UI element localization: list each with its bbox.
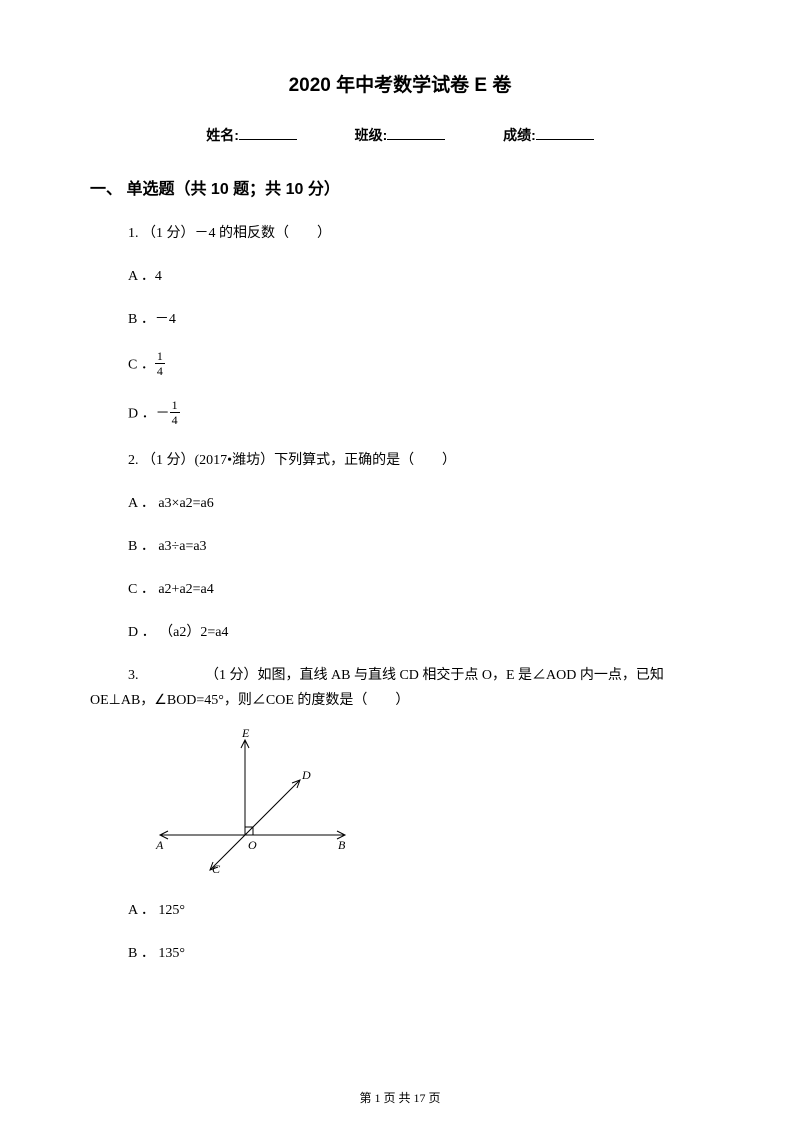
q1-option-a: A ．4 [128,266,710,287]
name-blank[interactable] [239,126,297,140]
q1-d-prefix: － [156,407,170,422]
class-blank[interactable] [387,126,445,140]
q2-option-c: C ． a2+a2=a4 [128,579,710,600]
q2-prompt: 2. （1 分）(2017•潍坊）下列算式，正确的是（ ） [128,450,710,471]
label-D: D [301,768,311,782]
q1-a-text: 4 [155,269,162,284]
q1-d-label: D ． [128,407,156,422]
section-header: 一、 单选题（共 10 题；共 10 分） [90,175,710,199]
section-title: 单选题（共 10 题；共 10 分） [126,181,339,198]
info-line: 姓名: 班级: 成绩: [90,125,710,145]
score-blank[interactable] [536,126,594,140]
q1-d-fraction: 14 [170,399,180,426]
q3-line2: OE⊥AB，∠BOD=45°，则∠COE 的度数是（ ） [90,690,710,711]
q1-option-c: C ．14 [128,352,710,379]
q1-b-label: B ． [128,312,155,327]
q1-d-num: 1 [170,399,180,413]
q1-c-den: 4 [155,364,165,377]
label-A: A [155,838,164,852]
geometry-diagram: E D A B O C [150,725,360,875]
q1-prompt: 1. （1 分）－4 的相反数（ ） [128,223,710,244]
section-number: 一、 [90,181,122,198]
q2-option-b: B ． a3÷a=a3 [128,536,710,557]
q3-line1: 3. （1 分）如图，直线 AB 与直线 CD 相交于点 O，E 是∠AOD 内… [128,665,710,686]
name-label: 姓名: [206,127,239,143]
q1-d-den: 4 [170,413,180,426]
label-C: C [212,862,221,875]
exam-title: 2020 年中考数学试卷 E 卷 [90,70,710,97]
q1-option-d: D ．－14 [128,401,710,428]
q3-figure: E D A B O C [150,725,710,880]
label-B: B [338,838,346,852]
class-label: 班级: [355,127,388,143]
score-label: 成绩: [503,127,536,143]
q1-c-fraction: 14 [155,350,165,377]
page-footer: 第 1 页 共 17 页 [0,1089,800,1106]
q3-option-a: A ． 125° [128,900,710,921]
q1-b-text: －4 [155,312,176,327]
q2-option-a: A ． a3×a2=a6 [128,493,710,514]
q2-option-d: D ． （a2）2=a4 [128,622,710,643]
q3-option-b: B ． 135° [128,943,710,964]
q1-option-b: B ．－4 [128,309,710,330]
q1-a-label: A ． [128,269,155,284]
q1-c-num: 1 [155,350,165,364]
label-O: O [248,838,257,852]
label-E: E [241,726,250,740]
q1-c-label: C ． [128,358,155,373]
